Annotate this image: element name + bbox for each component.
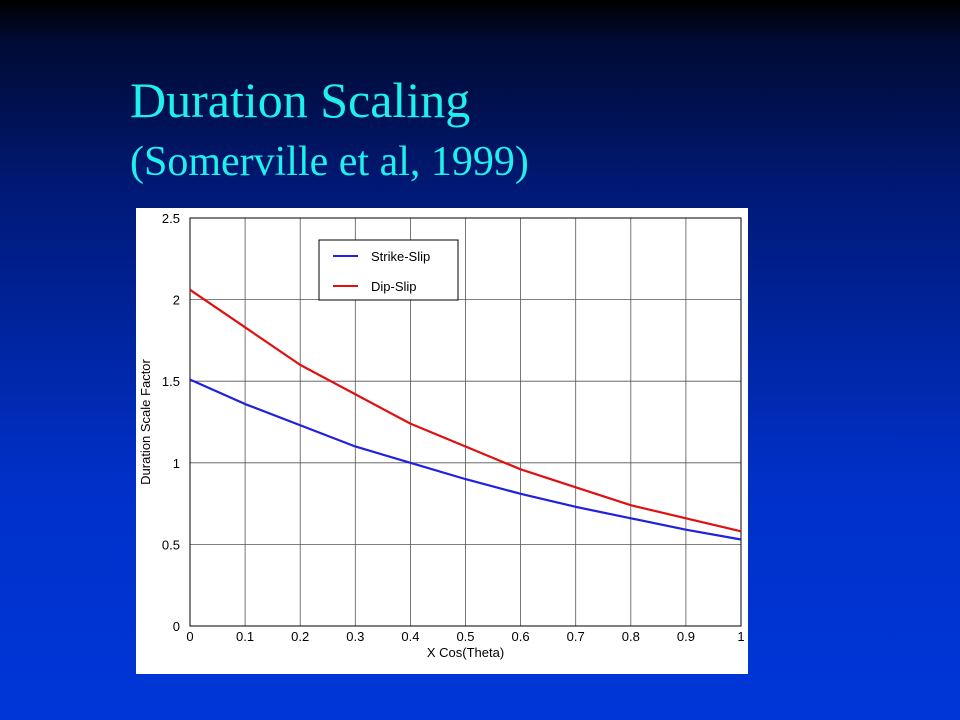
series-lines bbox=[189, 288, 742, 541]
slide-title: Duration Scaling bbox=[130, 72, 471, 128]
y-tick-label: 2.5 bbox=[162, 211, 180, 226]
plot-frame bbox=[189, 217, 742, 627]
series-line-strike-slip bbox=[189, 378, 742, 541]
slide-subtitle: (Somerville et al, 1999) bbox=[130, 139, 529, 185]
x-tick-label: 0.7 bbox=[567, 629, 585, 644]
series-line-dip-slip bbox=[189, 288, 742, 533]
legend: Strike-Slip Dip-Slip bbox=[318, 239, 459, 301]
legend-label-dip-slip: Dip-Slip bbox=[371, 279, 417, 294]
tick-labels: 0 0.1 0.2 0.3 0.4 0.5 0.6 0.7 0.8 0.9 1 0 0.5 1 1.5 2 2.… bbox=[162, 211, 745, 644]
grid-lines bbox=[189, 217, 742, 627]
x-tick-label: 0.6 bbox=[512, 629, 530, 644]
line-chart: 0 0.1 0.2 0.3 0.4 0.5 0.6 0.7 0.8 0.9 1 0 0.5 1 1.5 2 2.… bbox=[138, 211, 745, 660]
x-tick-label: 0.2 bbox=[291, 629, 309, 644]
legend-box bbox=[318, 239, 459, 301]
x-axis-title: X Cos(Theta) bbox=[427, 645, 504, 660]
x-tick-label: 0.3 bbox=[346, 629, 364, 644]
y-tick-label: 2 bbox=[173, 293, 180, 308]
y-tick-label: 1.5 bbox=[162, 374, 180, 389]
y-tick-label: 0.5 bbox=[162, 537, 180, 552]
x-tick-label: 0 bbox=[186, 629, 193, 644]
y-tick-label: 1 bbox=[173, 456, 180, 471]
x-tick-label: 0.8 bbox=[622, 629, 640, 644]
y-axis-title: Duration Scale Factor bbox=[138, 358, 153, 484]
x-tick-label: 0.1 bbox=[236, 629, 254, 644]
y-tick-label: 0 bbox=[173, 619, 180, 634]
chart-panel: 0 0.1 0.2 0.3 0.4 0.5 0.6 0.7 0.8 0.9 1 0 0.5 1 1.5 2 2.… bbox=[136, 208, 748, 674]
x-tick-label: 1 bbox=[737, 629, 744, 644]
x-tick-label: 0.9 bbox=[677, 629, 695, 644]
x-tick-label: 0.4 bbox=[401, 629, 419, 644]
legend-label-strike-slip: Strike-Slip bbox=[371, 249, 430, 264]
x-tick-label: 0.5 bbox=[456, 629, 474, 644]
